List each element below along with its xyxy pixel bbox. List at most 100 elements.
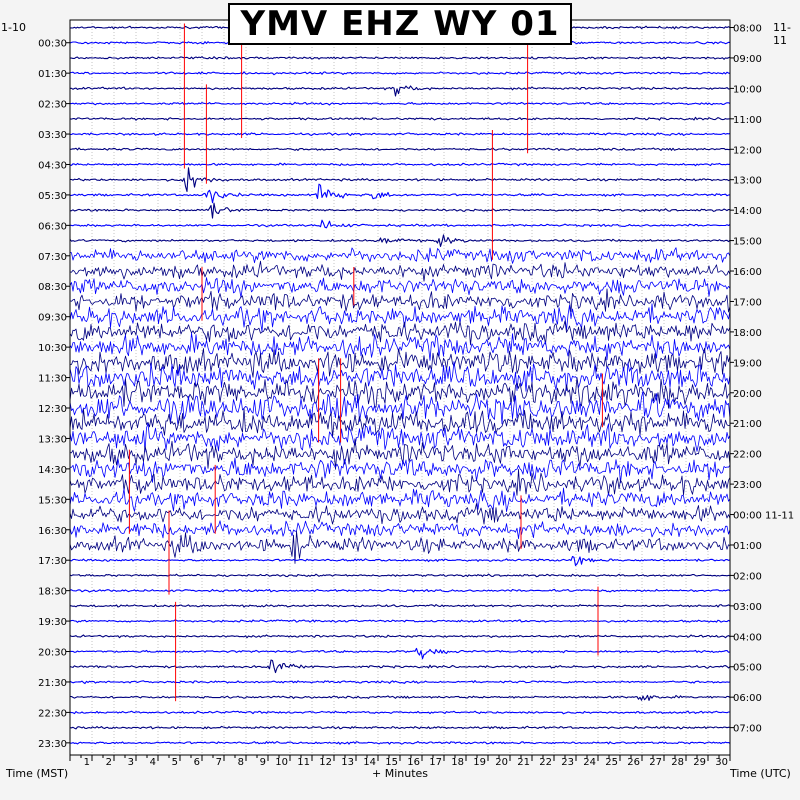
- seismic-trace: [69, 423, 731, 453]
- x-tick-label: 14: [363, 757, 376, 768]
- seismic-trace: [69, 183, 731, 204]
- x-tick-label: 15: [385, 757, 398, 768]
- x-tick-label: 9: [260, 757, 266, 768]
- right-hour-label: 05:00: [733, 663, 762, 674]
- seismic-trace: [69, 555, 731, 567]
- x-tick-label: 20: [495, 757, 508, 768]
- seismic-trace: [69, 520, 731, 540]
- right-hour-label: 01:00: [733, 541, 762, 552]
- x-tick-label: 17: [429, 757, 442, 768]
- right-hour-label: 23:00: [733, 480, 762, 491]
- seismic-trace: [69, 219, 731, 229]
- seismic-trace: [70, 85, 730, 97]
- seismic-trace: [69, 487, 731, 512]
- x-tick-label: 25: [605, 757, 618, 768]
- x-tick-label: 23: [561, 757, 574, 768]
- x-tick-label: 24: [583, 757, 596, 768]
- left-hour-label: 15:30: [38, 495, 67, 506]
- chart-title: YMV EHZ WY 01: [240, 4, 560, 44]
- seismic-trace: [69, 740, 731, 745]
- seismic-trace: [70, 725, 730, 730]
- x-tick-label: 18: [451, 757, 464, 768]
- left-hour-label: 09:30: [38, 313, 67, 324]
- left-hour-label: 13:30: [38, 434, 67, 445]
- seismic-trace: [69, 277, 731, 298]
- x-tick-label: 10: [275, 757, 288, 768]
- left-hour-label: 16:30: [38, 526, 67, 537]
- seismic-trace: [69, 469, 731, 496]
- seismic-trace: [69, 680, 731, 685]
- right-hour-label: 16:00: [733, 267, 762, 278]
- seismic-trace: [69, 202, 731, 219]
- x-tick-label: 30: [715, 757, 728, 768]
- x-tick-label: 26: [627, 757, 640, 768]
- seismic-trace: [69, 361, 731, 392]
- seismic-trace: [69, 503, 731, 525]
- right-hour-label: 07:00: [733, 724, 762, 735]
- right-hour-label: 12:00: [733, 145, 762, 156]
- right-hour-label: 02:00: [733, 571, 762, 582]
- seismic-trace: [69, 247, 731, 264]
- right-hour-label: 21:00: [733, 419, 762, 430]
- left-hour-label: 19:30: [38, 617, 67, 628]
- left-hour-label: 01:30: [38, 69, 67, 80]
- seismic-trace: [69, 320, 731, 346]
- seismic-trace: [69, 303, 731, 332]
- seismic-trace: [69, 288, 731, 313]
- left-hour-label: 14:30: [38, 465, 67, 476]
- seismic-trace: [69, 408, 731, 438]
- seismic-trace: [69, 573, 731, 578]
- right-hour-label: 18:00: [733, 328, 762, 339]
- right-hour-label: 11:00: [733, 115, 762, 126]
- left-hour-label: 17:30: [38, 556, 67, 567]
- x-tick-label: 5: [172, 757, 178, 768]
- x-tick-label: 1: [84, 757, 90, 768]
- x-tick-label: 7: [216, 757, 222, 768]
- seismic-trace: [69, 167, 731, 193]
- seismic-trace: [69, 234, 731, 247]
- right-hour-label: 00:00 11-11: [733, 511, 794, 522]
- left-hour-label: 00:30: [38, 39, 67, 50]
- seismic-trace: [69, 132, 731, 137]
- left-hour-label: 12:30: [38, 404, 67, 415]
- seismic-trace: [69, 332, 731, 361]
- seismic-trace: [69, 619, 731, 623]
- seismic-trace: [69, 390, 731, 426]
- x-tick-label: 28: [671, 757, 684, 768]
- left-hour-label: 22:30: [38, 708, 67, 719]
- x-tick-label: 19: [473, 757, 486, 768]
- left-hour-label: 21:30: [38, 678, 67, 689]
- right-hour-label: 19:00: [733, 358, 762, 369]
- seismic-trace: [69, 260, 731, 282]
- seismic-trace: [69, 438, 731, 470]
- seismic-trace: [69, 530, 731, 564]
- left-hour-label: 08:30: [38, 282, 67, 293]
- x-tick-label: 29: [693, 757, 706, 768]
- left-hour-label: 05:30: [38, 191, 67, 202]
- seismic-trace: [69, 377, 731, 409]
- seismic-trace: [69, 604, 731, 608]
- left-hour-label: 23:30: [38, 739, 67, 750]
- seismic-trace: [69, 56, 731, 60]
- seismic-trace: [69, 162, 731, 167]
- seismic-trace: [70, 694, 731, 701]
- left-hour-label: 20:30: [38, 648, 67, 659]
- chart-title-box: YMV EHZ WY 01: [228, 3, 572, 45]
- seismic-trace: [69, 347, 731, 378]
- right-hour-label: 15:00: [733, 237, 762, 248]
- right-hour-label: 04:00: [733, 632, 762, 643]
- seismic-trace: [69, 634, 731, 639]
- right-hour-label: 06:00: [733, 693, 762, 704]
- seismic-trace: [69, 588, 731, 593]
- seismic-trace: [69, 71, 731, 76]
- right-hour-label: 09:00: [733, 54, 762, 65]
- x-tick-label: 16: [407, 757, 420, 768]
- x-tick-label: 6: [194, 757, 200, 768]
- seismic-trace: [69, 116, 731, 121]
- x-tick-label: 12: [319, 757, 332, 768]
- right-hour-label: 22:00: [733, 450, 762, 461]
- left-hour-label: 18:30: [38, 587, 67, 598]
- right-hour-label: 08:00: [733, 24, 762, 35]
- seismic-trace: [69, 457, 731, 484]
